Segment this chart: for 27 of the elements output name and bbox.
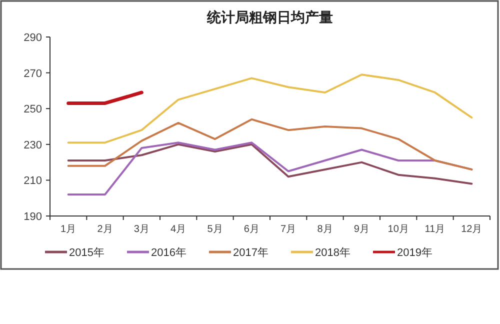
line-series bbox=[67, 118, 473, 170]
y-tick-label: 230 bbox=[24, 139, 42, 152]
x-tick-label: 12月 bbox=[461, 224, 482, 235]
line-series bbox=[67, 143, 473, 185]
line-series bbox=[67, 74, 473, 144]
x-tick-label: 11月 bbox=[424, 224, 446, 235]
y-tick-label: 290 bbox=[24, 32, 42, 44]
legend-label: 2017年 bbox=[233, 247, 268, 259]
y-tick-label: 270 bbox=[24, 68, 42, 80]
legend-label: 2015年 bbox=[69, 247, 104, 259]
legend-label: 2016年 bbox=[151, 247, 186, 259]
chart-title: 统计局粗钢日均产量 bbox=[206, 9, 333, 26]
y-tick-label: 190 bbox=[24, 211, 42, 223]
legend-label: 2018年 bbox=[315, 247, 350, 259]
legend-label: 2019年 bbox=[397, 247, 432, 259]
x-tick-label: 10月 bbox=[388, 224, 409, 235]
x-tick-label: 5月 bbox=[207, 224, 223, 235]
x-tick-label: 6月 bbox=[244, 224, 260, 235]
x-tick-label: 2月 bbox=[97, 224, 113, 235]
x-tick-label: 3月 bbox=[134, 224, 150, 235]
x-tick-label: 4月 bbox=[170, 224, 186, 235]
x-tick-label: 1月 bbox=[60, 224, 76, 235]
x-tick-label: 9月 bbox=[354, 224, 370, 235]
x-tick-label: 7月 bbox=[280, 224, 296, 235]
y-tick-label: 250 bbox=[24, 104, 42, 116]
x-tick-label: 8月 bbox=[317, 224, 333, 235]
y-tick-label: 210 bbox=[24, 175, 42, 188]
